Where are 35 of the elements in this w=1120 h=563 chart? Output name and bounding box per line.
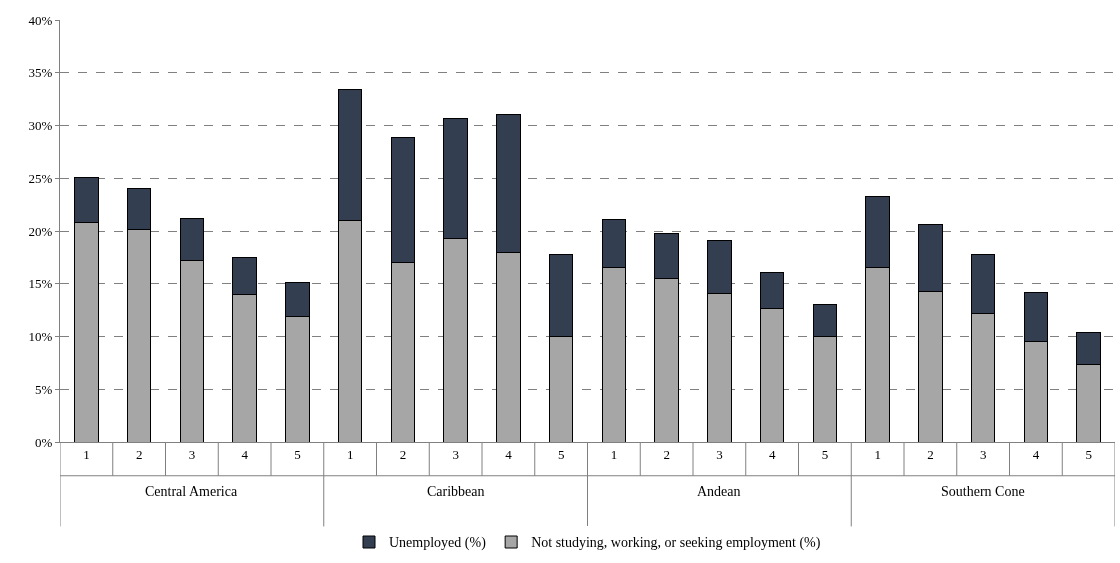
x-tick-label: 2 <box>135 446 143 462</box>
x-tick-label: 4 <box>1032 446 1040 462</box>
x-tick-label: 4 <box>505 446 513 462</box>
y-tick-label: 10% <box>28 329 53 345</box>
x-tick-label: 3 <box>188 446 196 462</box>
text: Caribbean <box>427 484 485 499</box>
x-tick-label: 2 <box>927 446 934 462</box>
y-tick-label: 0% <box>35 434 53 450</box>
text: Andean <box>697 484 741 499</box>
x-tick-label: 2 <box>663 446 670 462</box>
y-tick-label: 35% <box>28 65 53 81</box>
x-tick-label: 5 <box>1085 446 1092 462</box>
x-tick-label: 5 <box>557 446 565 462</box>
x-tick-label: 1 <box>346 446 354 462</box>
y-tick-label: 5% <box>35 381 53 397</box>
x-tick-label: 3 <box>716 446 723 462</box>
x-tick-label: 3 <box>979 446 987 462</box>
x-tick-label: 4 <box>241 446 249 462</box>
y-tick-label: 25% <box>28 170 53 186</box>
y-tick-label: 20% <box>28 223 53 239</box>
y-tick-label: 15% <box>28 276 53 292</box>
legend-label: Not studying, working, or seeking employment (%) <box>531 535 821 552</box>
y-tick-label: 40% <box>28 12 53 28</box>
x-tick-label: 1 <box>874 446 881 462</box>
text: Central America <box>145 484 238 499</box>
x-tick-label: 5 <box>294 446 301 462</box>
x-tick-label: 1 <box>83 446 90 462</box>
text: Southern Cone <box>941 484 1025 499</box>
x-tick-label: 2 <box>399 446 407 462</box>
x-tick-label: 4 <box>768 446 776 462</box>
legend-label: Unemployed (%) <box>389 535 487 552</box>
y-tick-label: 30% <box>28 118 53 134</box>
x-tick-label: 1 <box>610 446 618 462</box>
x-tick-label: 3 <box>452 446 459 462</box>
x-tick-label: 5 <box>821 446 829 462</box>
